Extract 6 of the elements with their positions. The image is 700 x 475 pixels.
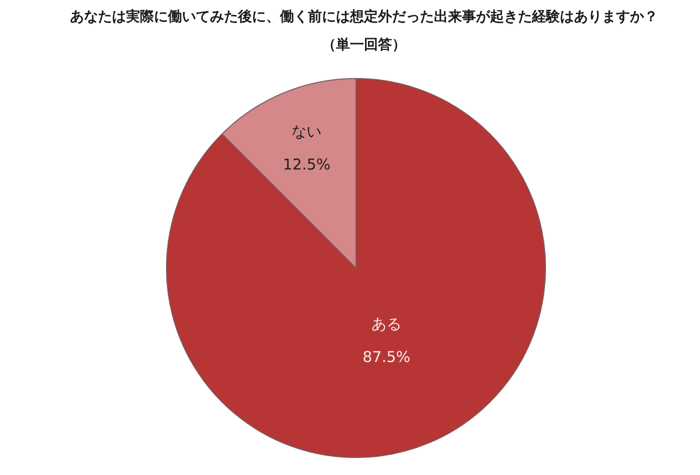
chart-subtitle: （単一回答） [321, 36, 407, 54]
slice-label: ない [292, 122, 322, 140]
data-label: 87.5% [362, 348, 410, 366]
slice-label: ある [371, 314, 402, 333]
chart-title: あなたは実際に働いてみた後に、働く前には想定外だった出来事が起きた経験はありますか？ [69, 8, 659, 26]
data-label: 12.5% [282, 155, 331, 174]
